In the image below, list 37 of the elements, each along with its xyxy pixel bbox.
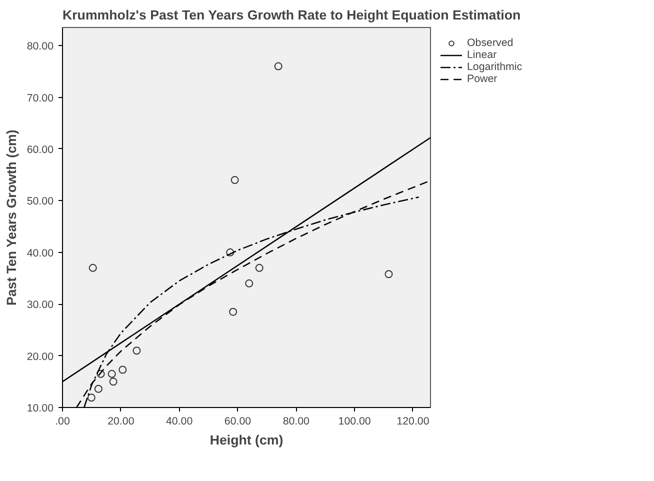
x-tick-label: 100.00 xyxy=(338,416,371,428)
y-tick-label: 80.00 xyxy=(26,40,54,53)
point xyxy=(109,378,118,386)
y-tick-label: 30.00 xyxy=(26,299,54,312)
y-axis-title: Past Ten Years Growth (cm) xyxy=(4,130,19,306)
y-tick-label: 40.00 xyxy=(26,247,54,260)
y-tick-label: 60.00 xyxy=(26,144,54,156)
y-tick-label: 20.00 xyxy=(26,350,54,363)
point xyxy=(88,264,97,272)
legend-label: Power xyxy=(467,73,498,85)
x-tick-label: 40.00 xyxy=(166,416,193,428)
y-tick-label: 10.00 xyxy=(26,402,54,414)
x-tick-label: 120.00 xyxy=(396,416,430,428)
point xyxy=(87,394,96,402)
point xyxy=(96,370,105,378)
point xyxy=(230,176,239,184)
x-tick-label: 60.00 xyxy=(224,416,252,428)
x-axis-title: Height (cm) xyxy=(210,432,284,448)
x-tick-label: 20.00 xyxy=(108,416,134,428)
point xyxy=(94,384,102,393)
x-tick-label: .00 xyxy=(55,416,70,428)
x-tick-label: 80.00 xyxy=(282,416,310,428)
legend-label: Logarithmic xyxy=(467,61,522,73)
point xyxy=(118,366,127,374)
point xyxy=(245,279,254,288)
point xyxy=(229,308,238,316)
legend-label: Linear xyxy=(467,49,497,61)
point xyxy=(132,346,141,355)
y-tick-label: 70.00 xyxy=(26,92,54,104)
point xyxy=(226,248,234,256)
point xyxy=(384,270,393,278)
point xyxy=(108,370,116,378)
chart-title: Krummholz's Past Ten Years Growth Rate to Height Equation Estimation xyxy=(62,8,521,22)
point xyxy=(274,62,282,70)
legend-label: Observed xyxy=(467,37,514,49)
y-tick-label: 50.00 xyxy=(26,196,54,208)
point xyxy=(255,264,264,272)
